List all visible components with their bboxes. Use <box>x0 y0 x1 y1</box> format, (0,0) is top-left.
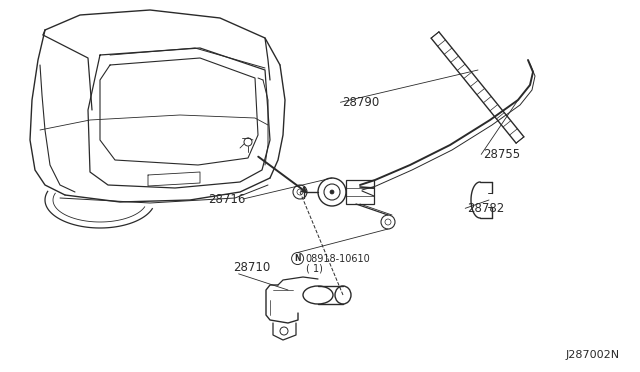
Text: 28790: 28790 <box>342 96 380 109</box>
Bar <box>346 180 374 204</box>
Text: N: N <box>294 254 301 263</box>
Circle shape <box>330 190 334 194</box>
Text: ( 1): ( 1) <box>306 263 323 273</box>
Text: 28710: 28710 <box>234 262 271 274</box>
Text: 28755: 28755 <box>483 148 520 161</box>
Text: 08918-10610: 08918-10610 <box>306 254 371 263</box>
Text: 28716: 28716 <box>208 193 245 205</box>
Text: 28782: 28782 <box>467 202 504 215</box>
Text: J287002N: J287002N <box>566 350 620 360</box>
